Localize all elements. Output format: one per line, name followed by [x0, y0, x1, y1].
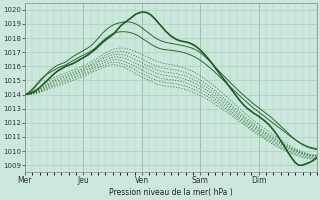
- X-axis label: Pression niveau de la mer( hPa ): Pression niveau de la mer( hPa ): [109, 188, 233, 197]
